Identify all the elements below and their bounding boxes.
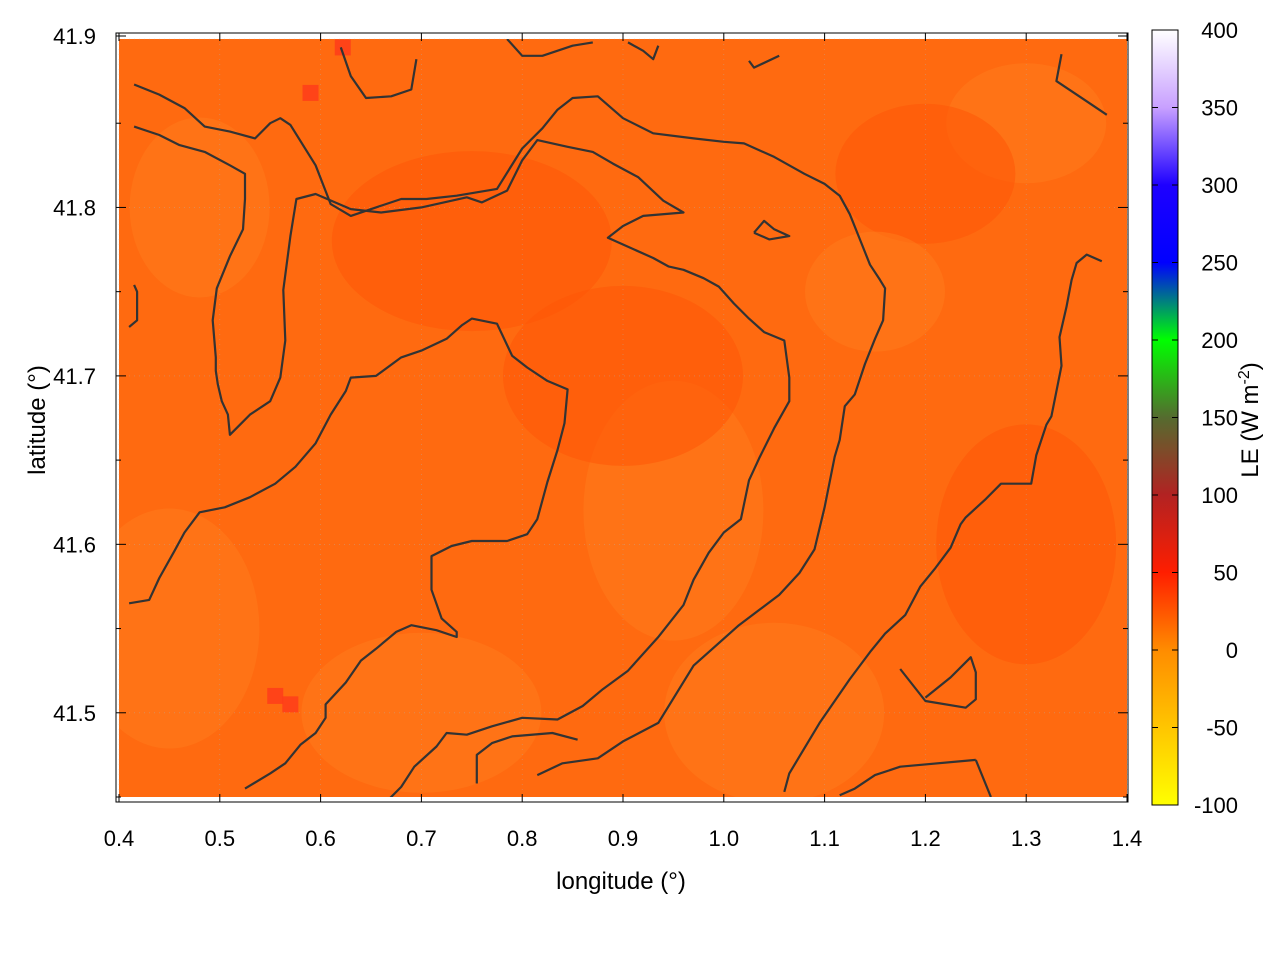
- contour-line: [128, 284, 139, 328]
- field-hotspot: [267, 687, 284, 704]
- y-axis-label: latitude (°): [24, 365, 51, 475]
- x-axis-label: longitude (°): [556, 868, 686, 895]
- y-tick-label: 41.7: [53, 364, 96, 389]
- x-tick-label: 1.1: [809, 826, 840, 851]
- contour-line: [974, 759, 992, 797]
- colorbar-tick-label: -50: [1206, 716, 1238, 741]
- field-patch: [503, 285, 743, 466]
- contour-line: [133, 125, 791, 797]
- x-tick-label: 1.2: [910, 826, 941, 851]
- contour-line: [627, 41, 660, 61]
- colorbar-ticks: 400 350 300 250 200 150 100 50 0 -50 -100: [1152, 18, 1238, 818]
- colorbar-label-text: LE (W m: [1237, 384, 1264, 477]
- field-hotspot: [302, 84, 319, 101]
- contour-line: [753, 219, 791, 241]
- y-tick-label: 41.5: [53, 701, 96, 726]
- heatmap-field: [119, 39, 1127, 797]
- x-tick-label: 1.4: [1112, 826, 1143, 851]
- plot-frame: [115, 32, 1129, 803]
- colorbar-tick-label: 300: [1201, 173, 1238, 198]
- colorbar-tick-label: 150: [1201, 406, 1238, 431]
- colorbar-tick-label: -100: [1194, 793, 1238, 818]
- contour-line: [133, 83, 887, 777]
- field-patch: [835, 103, 1016, 244]
- field-hotspot: [334, 39, 351, 56]
- contour-line: [783, 253, 1103, 793]
- x-tick-label: 1.0: [709, 826, 740, 851]
- colorbar-tick-label: 100: [1201, 483, 1238, 508]
- contour-line: [748, 54, 780, 69]
- contour-line: [506, 39, 593, 57]
- contour-line: [475, 731, 578, 784]
- colorbar: 400 350 300 250 200 150 100 50 0 -50 -100: [1151, 18, 1238, 818]
- colorbar-tick-label: 50: [1214, 561, 1238, 586]
- y-tick-label: 41.6: [53, 532, 96, 557]
- x-tick-label: 0.5: [205, 826, 236, 851]
- x-tick-label: 0.8: [507, 826, 538, 851]
- contour-line: [899, 656, 977, 709]
- contour-line: [839, 758, 976, 797]
- field-patch: [119, 508, 260, 749]
- y-tick-label: 41.8: [53, 195, 96, 220]
- field-hotspot: [282, 696, 299, 713]
- colorbar-tick-label: 250: [1201, 251, 1238, 276]
- axis-ticks: 0.4 0.5 0.6 0.7 0.8 0.9 1.0 1.1 1.2 1.3 1.4 41.5 41.…: [53, 24, 1142, 851]
- grid-lines: [118, 38, 1128, 797]
- x-tick-label: 0.4: [104, 826, 135, 851]
- y-tick-label: 41.9: [53, 24, 96, 49]
- field-patch: [805, 231, 945, 352]
- x-tick-label: 0.7: [406, 826, 437, 851]
- colorbar-tick-label: 350: [1201, 96, 1238, 121]
- colorbar-label: LE (W m-2): [1236, 362, 1264, 478]
- field-patch: [664, 622, 885, 797]
- contour-line: [339, 47, 418, 100]
- contour-line: [1055, 53, 1108, 116]
- colorbar-tick-label: 400: [1201, 18, 1238, 43]
- x-tick-label: 0.9: [608, 826, 639, 851]
- contour-line: [128, 317, 569, 790]
- colorbar-tick-label: 0: [1226, 638, 1238, 663]
- colorbar-label-exponent: -2: [1236, 370, 1253, 384]
- field-patch: [301, 632, 542, 793]
- colorbar-label-close: ): [1237, 362, 1264, 370]
- contour-lines: [128, 39, 1108, 797]
- colorbar-tick-label: 200: [1201, 328, 1238, 353]
- x-tick-label: 0.6: [305, 826, 336, 851]
- x-tick-label: 1.3: [1011, 826, 1042, 851]
- field-patch: [331, 151, 612, 332]
